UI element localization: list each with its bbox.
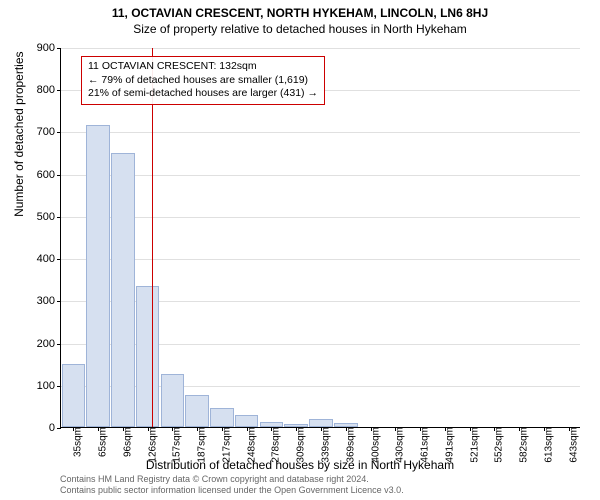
annotation-line1: 11 OCTAVIAN CRESCENT: 132sqm [88, 60, 318, 74]
histogram-bar [235, 415, 259, 427]
histogram-bar [111, 153, 135, 427]
gridline [61, 48, 580, 49]
x-axis-label: Distribution of detached houses by size … [0, 458, 600, 472]
y-tick-label: 200 [37, 338, 61, 350]
histogram-bar [86, 125, 110, 427]
gridline [61, 175, 580, 176]
x-tick-label: 35sqm [71, 427, 84, 457]
histogram-bar [185, 395, 209, 427]
y-tick-label: 600 [37, 169, 61, 181]
x-tick-label: 96sqm [120, 427, 133, 457]
gridline [61, 259, 580, 260]
chart-title-main: 11, OCTAVIAN CRESCENT, NORTH HYKEHAM, LI… [0, 0, 600, 20]
histogram-bar [161, 374, 185, 427]
plot-region: 010020030040050060070080090035sqm65sqm96… [60, 48, 580, 428]
y-tick-label: 500 [37, 211, 61, 223]
gridline [61, 217, 580, 218]
y-tick-label: 100 [37, 380, 61, 392]
histogram-bar [210, 408, 234, 427]
y-tick-label: 300 [37, 295, 61, 307]
chart-title-sub: Size of property relative to detached ho… [0, 20, 600, 36]
chart-plot-area: 010020030040050060070080090035sqm65sqm96… [60, 48, 580, 428]
y-tick-label: 400 [37, 253, 61, 265]
y-tick-label: 700 [37, 126, 61, 138]
histogram-bar [62, 364, 86, 427]
y-axis-label: Number of detached properties [12, 51, 26, 216]
y-tick-label: 0 [49, 422, 61, 434]
y-tick-label: 800 [37, 84, 61, 96]
y-tick-label: 900 [37, 42, 61, 54]
x-tick-label: 65sqm [96, 427, 109, 457]
annotation-box: 11 OCTAVIAN CRESCENT: 132sqm← 79% of det… [81, 56, 325, 105]
footer-line1: Contains HM Land Registry data © Crown c… [60, 474, 404, 485]
footer-line2: Contains public sector information licen… [60, 485, 404, 496]
gridline [61, 132, 580, 133]
histogram-bar [309, 419, 333, 427]
histogram-bar [136, 286, 160, 427]
annotation-line3: 21% of semi-detached houses are larger (… [88, 87, 318, 101]
footer-attribution: Contains HM Land Registry data © Crown c… [60, 474, 404, 496]
annotation-line2: ← 79% of detached houses are smaller (1,… [88, 74, 318, 88]
